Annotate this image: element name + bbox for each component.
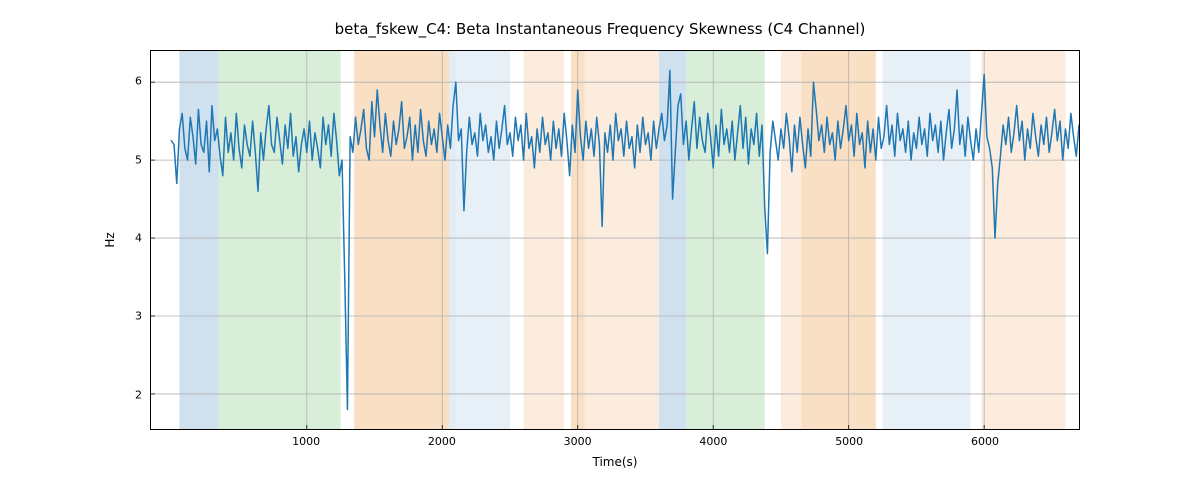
- plot-area: [150, 50, 1080, 430]
- x-tick-label: 2000: [428, 435, 456, 448]
- x-axis-label: Time(s): [593, 455, 638, 469]
- y-tick-label: 2: [135, 388, 142, 401]
- shaded-band: [981, 51, 1065, 429]
- shaded-band: [219, 51, 341, 429]
- shaded-band: [686, 51, 765, 429]
- shaded-band: [456, 51, 510, 429]
- x-tick-label: 4000: [699, 435, 727, 448]
- y-tick-label: 3: [135, 310, 142, 323]
- y-tick-label: 4: [135, 232, 142, 245]
- y-axis-label: Hz: [103, 232, 117, 247]
- plot-svg: [151, 51, 1079, 429]
- x-tick-label: 6000: [971, 435, 999, 448]
- figure: beta_fskew_C4: Beta Instantaneous Freque…: [0, 0, 1200, 500]
- x-tick-label: 5000: [835, 435, 863, 448]
- x-tick-label: 3000: [564, 435, 592, 448]
- shaded-band: [585, 51, 660, 429]
- y-tick-label: 5: [135, 153, 142, 166]
- chart-title: beta_fskew_C4: Beta Instantaneous Freque…: [0, 20, 1200, 38]
- y-tick-label: 6: [135, 75, 142, 88]
- shaded-band: [524, 51, 565, 429]
- shaded-band: [781, 51, 801, 429]
- x-tick-label: 1000: [292, 435, 320, 448]
